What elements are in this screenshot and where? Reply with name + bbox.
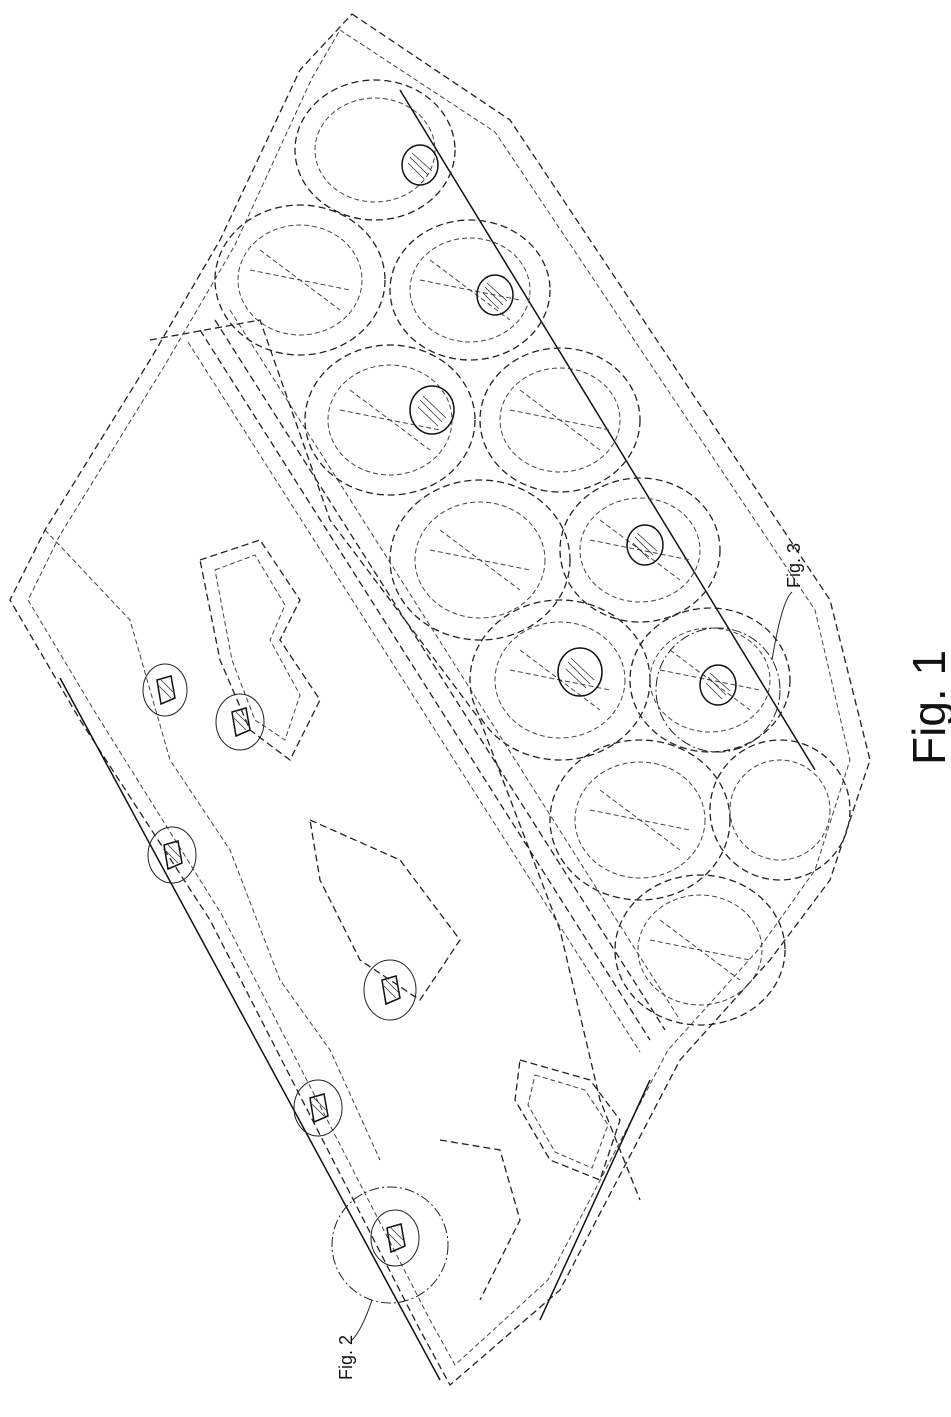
latch-tab <box>402 145 438 185</box>
latch-tab <box>700 665 736 705</box>
fig2-label: Fig. 2 <box>336 1335 356 1380</box>
detail-callout-fig3 <box>656 592 792 752</box>
fig3-label: Fig. 3 <box>784 543 804 588</box>
latch-post <box>364 960 416 1020</box>
tray-outline <box>10 14 870 1385</box>
egg-cup <box>710 740 850 880</box>
latch-tab <box>558 648 602 696</box>
latch-post <box>371 1210 419 1266</box>
latch-tabs <box>402 145 736 705</box>
figure-title: Fig. 1 <box>903 650 951 765</box>
latch-post <box>216 694 264 750</box>
center-divider <box>188 310 680 1052</box>
detail-callout-fig2 <box>332 1187 448 1340</box>
latch-tab <box>627 525 663 565</box>
latch-tab <box>410 386 454 434</box>
latch-post <box>294 1080 342 1136</box>
lid-latch-posts <box>143 664 419 1266</box>
